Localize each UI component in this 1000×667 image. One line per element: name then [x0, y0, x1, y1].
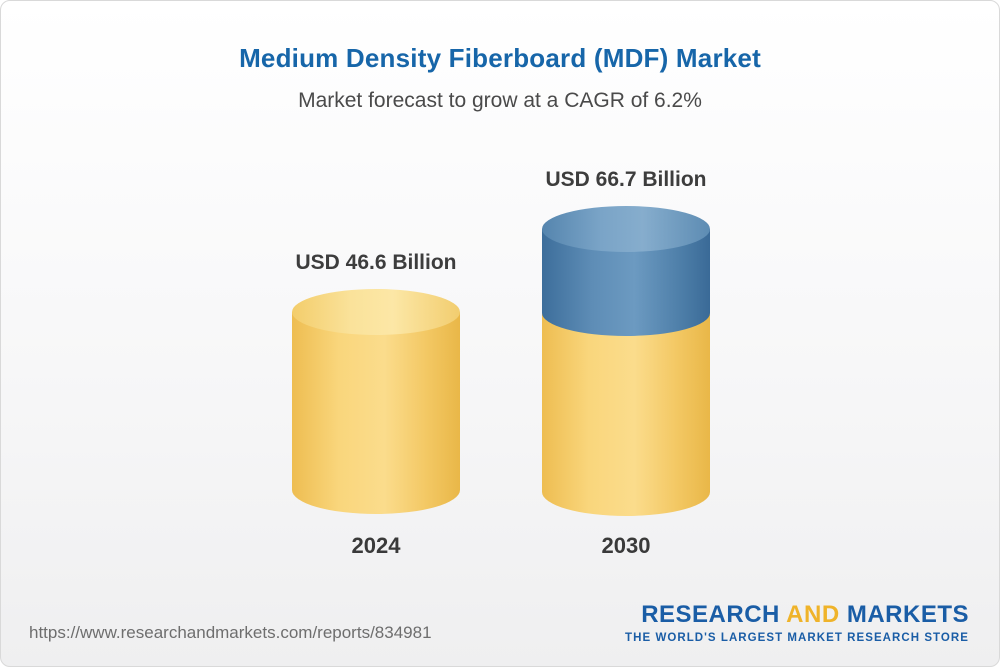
page-subtitle: Market forecast to grow at a CAGR of 6.2…: [298, 89, 702, 112]
cylinder-2024-body: [292, 312, 460, 514]
year-label-2030: 2030: [601, 533, 651, 558]
logo-word-research: RESEARCH: [641, 601, 780, 628]
page-title: Medium Density Fiberboard (MDF) Market: [239, 43, 761, 73]
cylinder-2030-top-ellipse: [542, 206, 710, 252]
year-label-2024: 2024: [351, 533, 401, 558]
value-label-2024: USD 46.6 Billion: [295, 251, 457, 274]
report-url: https://www.researchandmarkets.com/repor…: [29, 623, 432, 642]
logo-wordmark: RESEARCH AND MARKETS: [625, 601, 969, 629]
logo-word-and: AND: [786, 601, 840, 628]
cylinder-2024-top-ellipse: [292, 289, 460, 335]
logo-tagline: THE WORLD'S LARGEST MARKET RESEARCH STOR…: [625, 632, 969, 644]
research-and-markets-logo: RESEARCH AND MARKETS THE WORLD'S LARGEST…: [625, 601, 969, 644]
cylinder-2030-base-segment: [542, 313, 710, 516]
value-label-2030: USD 66.7 Billion: [545, 168, 707, 191]
logo-word-markets: MARKETS: [846, 601, 969, 628]
